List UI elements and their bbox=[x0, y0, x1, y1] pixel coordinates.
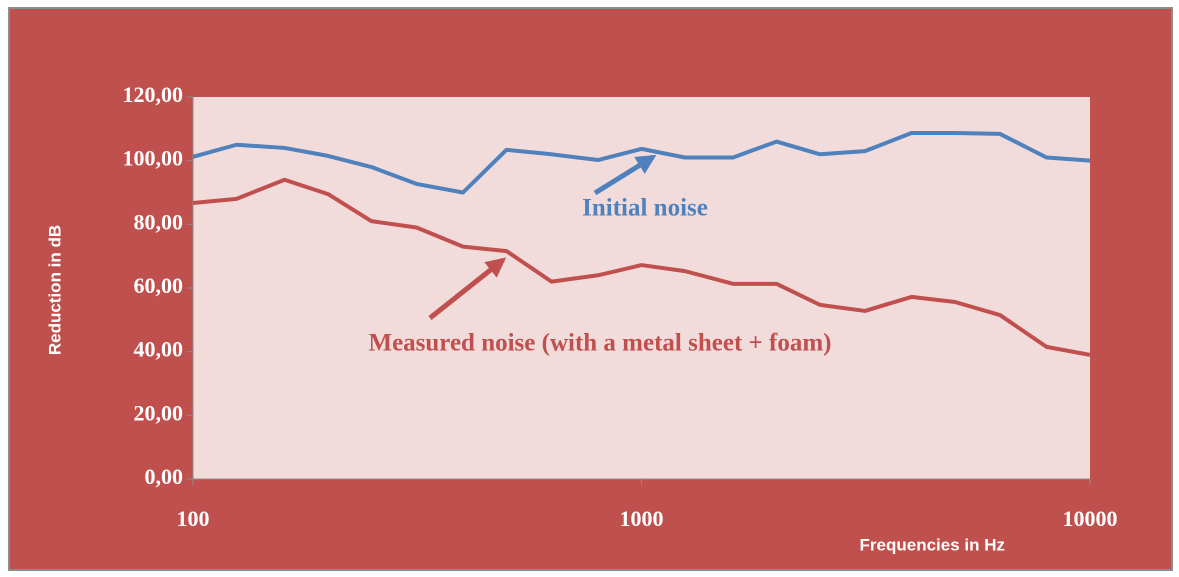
y-tick-label: 40,00 bbox=[134, 337, 184, 362]
y-tick-label: 80,00 bbox=[134, 209, 184, 234]
annotation: Initial noise bbox=[582, 195, 708, 222]
y-tick-label: 20,00 bbox=[134, 400, 184, 425]
annotation-arrow bbox=[428, 257, 507, 320]
series-line bbox=[192, 130, 1091, 195]
y-axis-label: Reduction in dB bbox=[45, 225, 64, 355]
x-tick-label: 100 bbox=[177, 506, 210, 531]
y-tick-label: 0,00 bbox=[145, 464, 184, 489]
y-tick-label: 100,00 bbox=[123, 146, 184, 171]
series-line bbox=[192, 177, 1091, 357]
y-tick-label: 120,00 bbox=[123, 82, 184, 107]
y-tick-label: 60,00 bbox=[134, 273, 184, 298]
x-axis-label: Frequencies in Hz bbox=[860, 535, 1005, 554]
annotation-arrow bbox=[593, 154, 657, 196]
annotation: Measured noise (with a metal sheet + foa… bbox=[368, 330, 831, 357]
x-tick-label: 1000 bbox=[620, 506, 664, 531]
x-tick-label: 10000 bbox=[1063, 506, 1118, 531]
